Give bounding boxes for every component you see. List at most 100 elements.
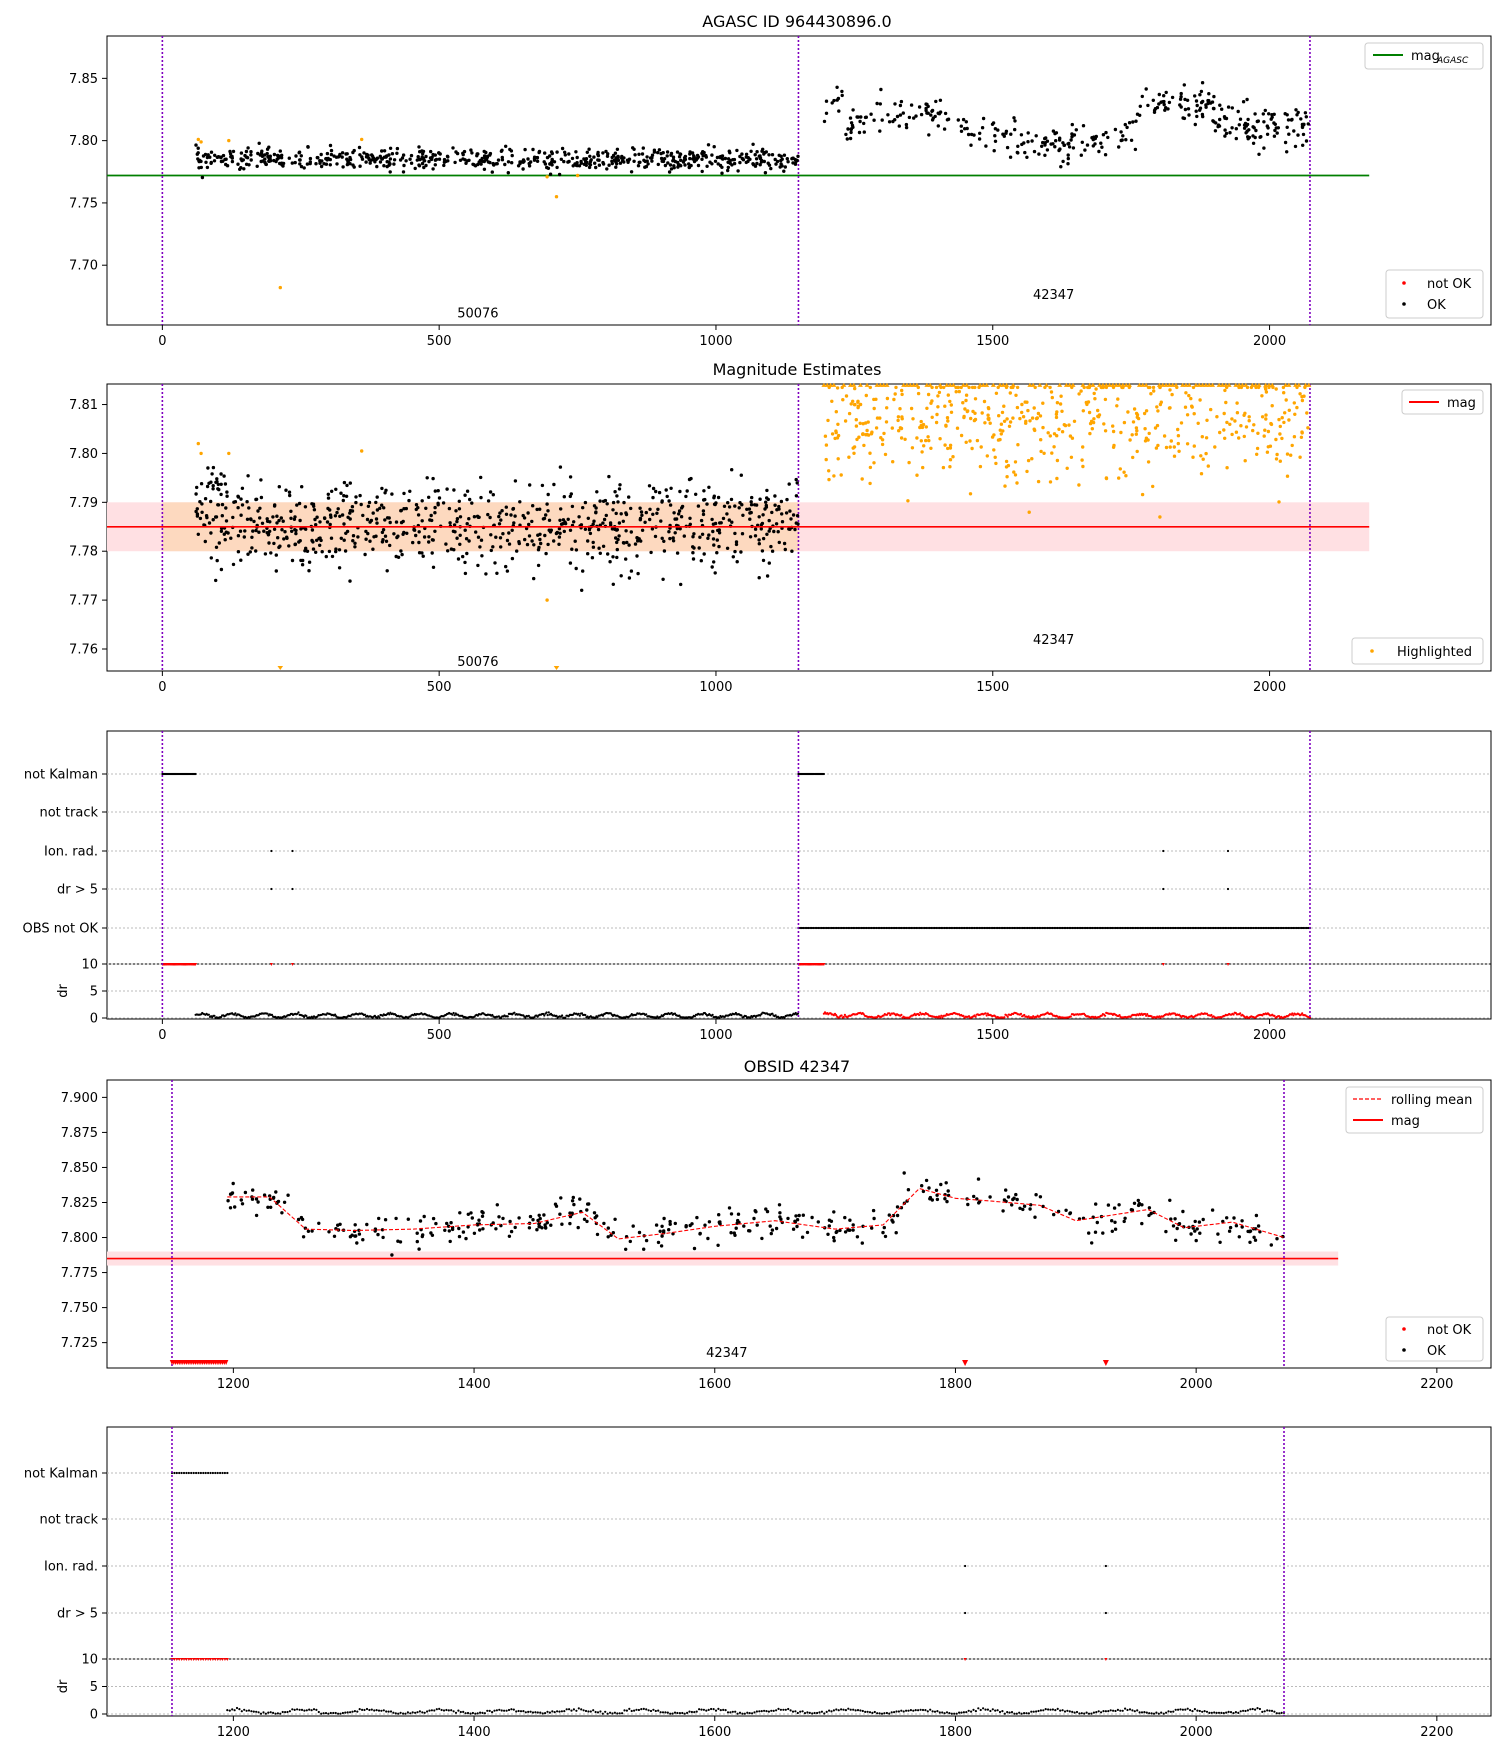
dr-point: [363, 1013, 367, 1016]
flag-point: [950, 926, 953, 930]
flag-point: [1220, 926, 1224, 930]
ok-point: [536, 563, 541, 568]
ok-point: [307, 560, 312, 564]
ok-point: [207, 521, 212, 525]
y-tick-label: 7.875: [61, 1126, 98, 1141]
highlighted-point: [864, 433, 868, 437]
flag-point: [1269, 926, 1272, 930]
ok-point: [611, 582, 615, 586]
ok-point: [571, 1195, 575, 1200]
dr-point: [844, 1709, 848, 1712]
ok-point: [549, 1223, 553, 1227]
ok-point: [348, 162, 352, 166]
highlighted-point: [1131, 420, 1136, 424]
dr-point: [806, 1711, 809, 1714]
dr-not-ok-marker: [187, 1658, 191, 1661]
ok-point: [563, 150, 567, 154]
ok-point: [272, 1195, 276, 1200]
dr-point: [572, 1708, 576, 1711]
flag-point: [1068, 926, 1071, 930]
highlighted-point: [1050, 451, 1054, 455]
ok-point: [938, 98, 943, 103]
highlighted-point: [941, 465, 946, 470]
highlighted-point: [851, 399, 855, 403]
ok-point: [964, 120, 968, 124]
flag-point: [1064, 926, 1067, 930]
highlighted-point: [915, 436, 919, 440]
ok-point: [242, 535, 246, 539]
ok-point: [255, 164, 259, 168]
ok-point: [340, 151, 345, 155]
ok-point: [1164, 90, 1168, 95]
dr-point: [404, 1712, 407, 1715]
dr-not-ok-marker: [196, 1658, 200, 1661]
dr-point: [547, 1011, 550, 1014]
ok-point: [1152, 108, 1157, 113]
highlighted-point: [906, 499, 910, 503]
ok-point: [311, 540, 315, 544]
flag-point: [823, 926, 827, 930]
highlighted-point: [868, 465, 873, 470]
ok-point: [429, 513, 433, 518]
ok-point: [782, 169, 786, 173]
flag-point: [888, 926, 891, 930]
ok-point: [1072, 133, 1077, 137]
ok-point: [342, 522, 346, 526]
dr-point: [479, 1711, 482, 1714]
clipped-highlighted-marker: [1004, 382, 1010, 387]
ok-point: [765, 574, 770, 578]
ok-point: [710, 153, 714, 157]
highlighted-point: [878, 416, 882, 420]
ok-point: [677, 512, 681, 516]
flag-point: [1036, 926, 1039, 930]
ok-point: [392, 532, 396, 536]
ok-point: [570, 504, 575, 509]
ok-point: [361, 1238, 365, 1242]
ok-point: [277, 485, 281, 489]
ok-point: [341, 498, 345, 503]
ok-point: [395, 151, 399, 155]
ok-point: [1026, 140, 1030, 144]
ok-point: [243, 1190, 248, 1195]
ok-point: [1183, 107, 1188, 112]
ok-point: [572, 1202, 576, 1207]
dr-point: [483, 1712, 486, 1715]
highlighted-point: [1055, 458, 1060, 463]
dr-point: [375, 1709, 378, 1712]
ok-point: [606, 552, 610, 556]
ok-point: [734, 1226, 738, 1230]
legend-label-ok: OK: [1427, 1344, 1446, 1359]
ok-point: [454, 509, 458, 513]
ok-point: [340, 155, 344, 159]
highlighted-point: [866, 420, 870, 424]
ok-point: [691, 557, 696, 561]
ok-point: [654, 1223, 659, 1227]
dr-point: [368, 1708, 371, 1712]
dr-point: [438, 1707, 441, 1710]
x-tick-label: 1600: [698, 1377, 731, 1392]
flag-point: [931, 926, 935, 930]
flag-point: [270, 849, 273, 853]
ok-point: [513, 514, 517, 518]
ok-point: [637, 152, 641, 156]
dr-point: [541, 1712, 544, 1715]
ok-point: [1021, 1207, 1025, 1212]
highlighted-point: [1192, 444, 1197, 448]
ok-point: [368, 539, 372, 543]
ok-point: [348, 155, 352, 160]
dr-point: [895, 1710, 898, 1713]
plot-frame: [106, 1079, 1492, 1369]
dr-point: [349, 1711, 352, 1714]
highlighted-point: [1065, 466, 1069, 470]
highlighted-point: [998, 428, 1002, 432]
dr-point: [690, 1710, 694, 1714]
dr-point: [1047, 1708, 1050, 1711]
highlighted-point: [938, 437, 942, 441]
ok-point: [498, 536, 503, 540]
ok-point: [528, 1214, 533, 1219]
ok-point: [707, 533, 711, 537]
ok-point: [646, 162, 650, 166]
ok-point: [660, 536, 664, 540]
flag-point: [216, 1471, 219, 1475]
ok-point: [1043, 153, 1047, 157]
